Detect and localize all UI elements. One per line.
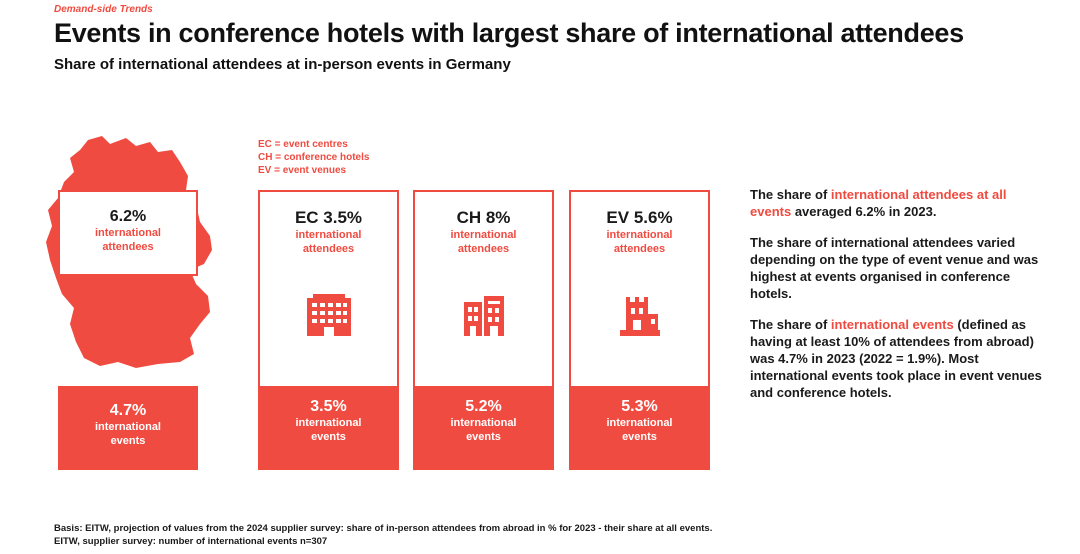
legend-ev: EV = event venues [258,165,347,176]
venue-card-ec: EC 3.5% international attendees 3.5% int… [258,190,399,470]
venue-ev-events-value: 5.3% [621,398,658,415]
page-title: Events in conference hotels with largest… [54,18,964,48]
legend-ch: CH = conference hotels [258,152,370,163]
germany-events-box: 4.7% international events [58,386,198,470]
germany-attendees-value: 6.2% [109,208,147,225]
venue-card-ev: EV 5.6% international attendees 5.3% int… [569,190,710,470]
germany-events-label-1: international [94,421,161,433]
castle-venue-icon [620,297,660,336]
venue-card-ch: CH 8% international attendees 5.2% inter… [413,190,554,470]
source-footnote: Basis: EITW, projection of values from t… [54,523,713,547]
summary-text: The share of international attendees at … [750,186,1050,415]
venue-ec-events-label-2: events [311,431,346,443]
venue-ec-events-box: 3.5% international events [258,386,399,470]
germany-attendees-label-2: attendees [102,241,154,253]
venue-ch-events-label-1: international [450,417,517,429]
venue-ev-events-label-2: events [622,431,657,443]
abbreviation-legend: EC = event centres CH = conference hotel… [258,138,369,177]
germany-events-label-2: events [110,435,146,447]
hotel-building-icon [464,296,504,336]
venue-ch-events-value: 5.2% [465,398,502,415]
venue-ev-events-box: 5.3% international events [569,386,710,470]
venue-ch-events-label-2: events [466,431,501,443]
venue-ch-events-box: 5.2% international events [413,386,554,470]
highlight-international-attendees: international attendees at all events [750,187,1007,219]
venue-ec-label-1: international [295,229,362,241]
venue-ec-events-label-1: international [295,417,362,429]
venue-ch-label-1: international [450,229,517,241]
legend-ec: EC = event centres [258,139,348,150]
office-building-icon [307,294,351,336]
highlight-international-events: international events [830,317,954,332]
venue-ec-events-value: 3.5% [310,398,347,415]
venue-ec-label-2: attendees [302,243,355,255]
summary-paragraph-3: The share of international events (defin… [750,317,1042,400]
germany-attendees-label-1: international [94,227,161,239]
venue-ev-label-2: attendees [613,243,666,255]
summary-paragraph-1: The share of international attendees at … [750,187,1007,219]
germany-events-value: 4.7% [109,402,147,419]
page-subtitle: Share of international attendees at in-p… [54,56,511,73]
summary-paragraph-2: The share of international attendees var… [750,235,1039,301]
venue-ch-label-2: attendees [457,243,510,255]
venue-ec-head: EC 3.5% [294,208,363,227]
venue-ev-head: EV 5.6% [606,208,673,227]
venue-ch-head: CH 8% [456,208,511,227]
germany-attendees-box: 6.2% international attendees [58,190,198,276]
section-kicker: Demand-side Trends [54,4,153,15]
venue-ev-events-label-1: international [606,417,673,429]
venue-ev-label-1: international [606,229,673,241]
